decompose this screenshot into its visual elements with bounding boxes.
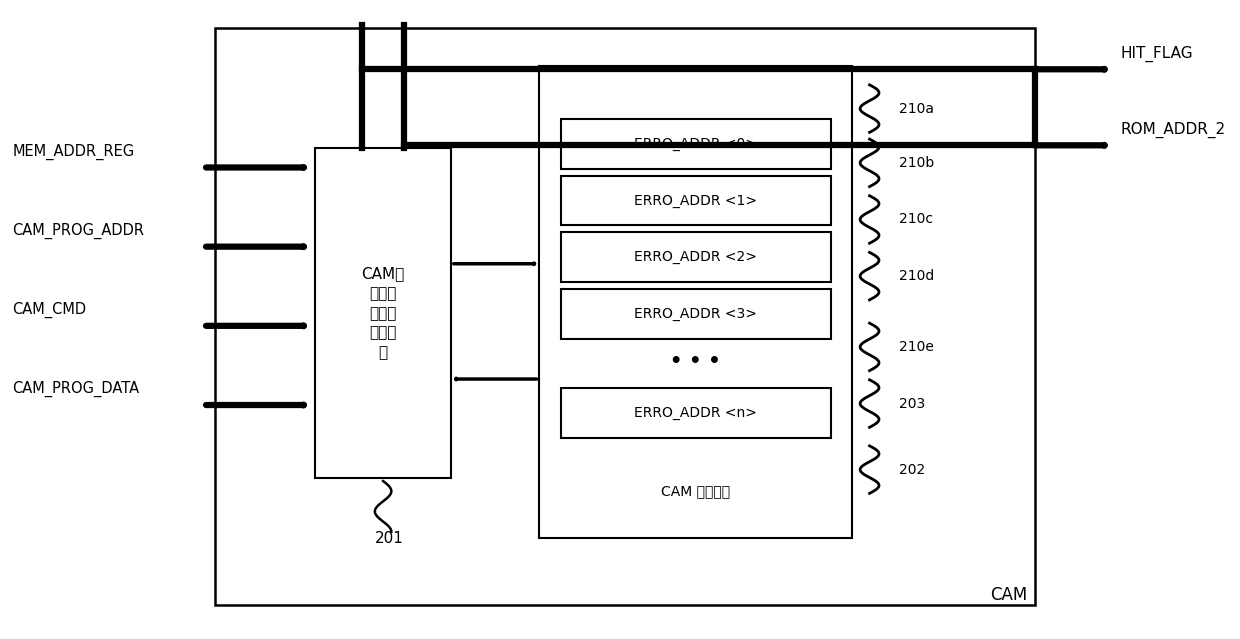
Bar (215, 28, 1034, 604)
Text: 202: 202 (899, 463, 925, 477)
Text: CAM: CAM (990, 586, 1027, 604)
Text: 210a: 210a (899, 102, 934, 116)
Text: CAM_CMD: CAM_CMD (12, 302, 87, 318)
Text: ERRO_ADDR <0>: ERRO_ADDR <0> (634, 137, 758, 151)
Text: 201: 201 (376, 530, 404, 546)
Text: MEM_ADDR_REG: MEM_ADDR_REG (12, 144, 134, 160)
Text: • • •: • • • (671, 351, 720, 371)
Text: CAM编
程控制
与内容
查找电
路: CAM编 程控制 与内容 查找电 路 (362, 266, 404, 360)
Text: CAM_PROG_ADDR: CAM_PROG_ADDR (12, 223, 144, 239)
Text: ERRO_ADDR <n>: ERRO_ADDR <n> (634, 406, 758, 420)
Text: 210d: 210d (899, 269, 934, 283)
Text: 210e: 210e (899, 340, 934, 354)
Bar (560, 119, 831, 169)
Text: CAM_PROG_DATA: CAM_PROG_DATA (12, 381, 139, 397)
Text: ERRO_ADDR <1>: ERRO_ADDR <1> (634, 194, 758, 208)
Text: 210c: 210c (899, 213, 932, 226)
Text: 203: 203 (899, 397, 925, 410)
Bar (539, 66, 852, 538)
Text: ERRO_ADDR <2>: ERRO_ADDR <2> (634, 250, 758, 265)
Bar (315, 148, 451, 478)
Text: ERRO_ADDR <3>: ERRO_ADDR <3> (634, 307, 758, 321)
Bar (560, 389, 831, 438)
Text: HIT_FLAG: HIT_FLAG (1121, 45, 1193, 61)
Bar (560, 233, 831, 282)
Text: CAM 存储阵列: CAM 存储阵列 (661, 484, 730, 498)
Bar (560, 176, 831, 226)
Text: 210b: 210b (899, 156, 934, 170)
Text: ROM_ADDR_2: ROM_ADDR_2 (1121, 121, 1226, 137)
Bar (560, 289, 831, 339)
